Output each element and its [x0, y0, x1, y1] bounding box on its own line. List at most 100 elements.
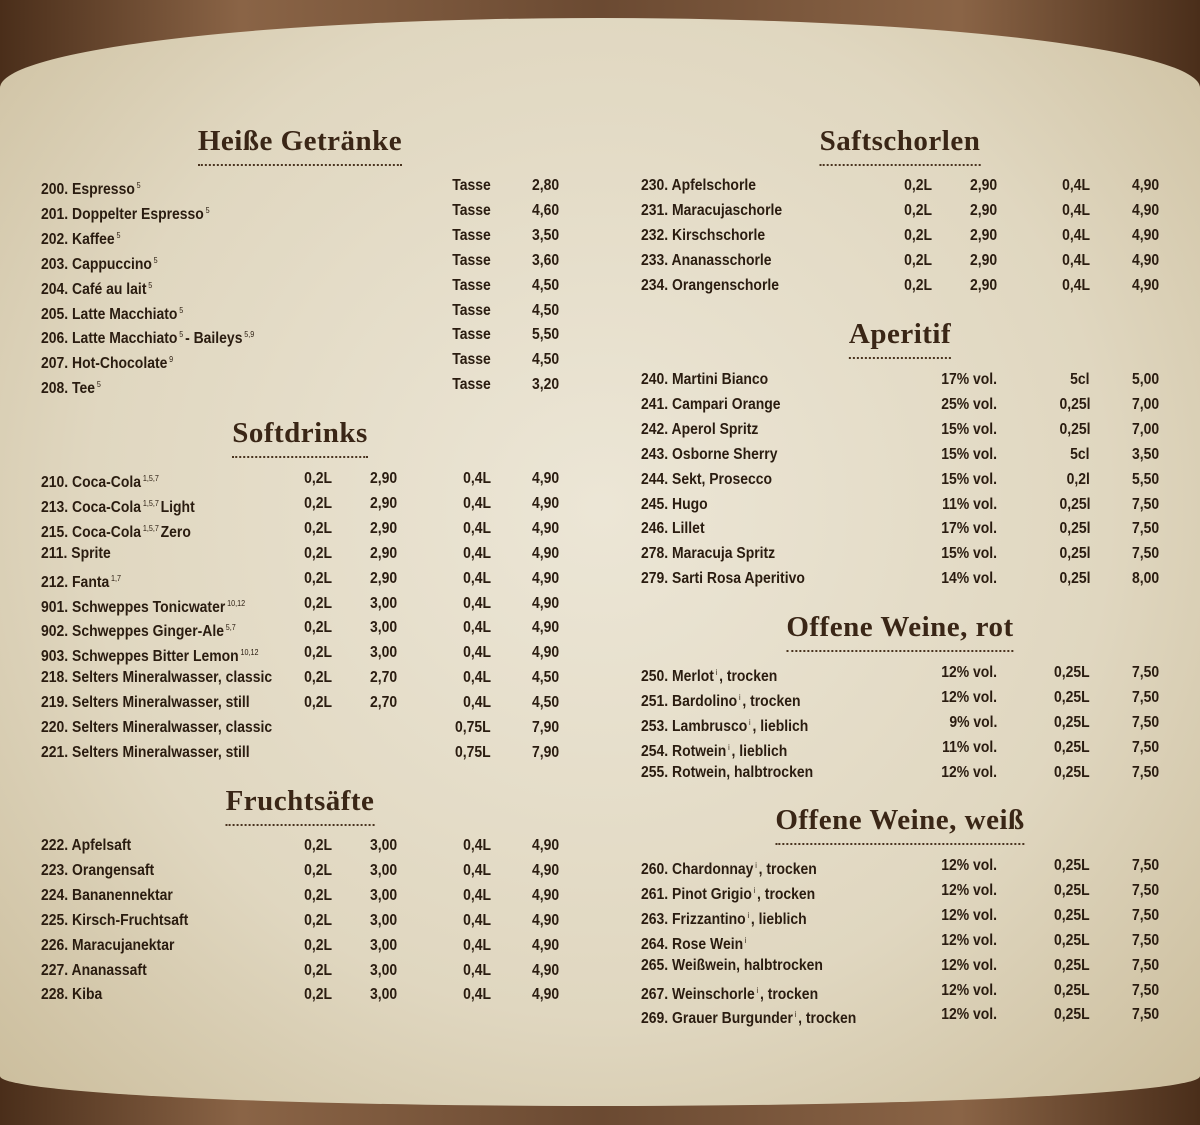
- item-name: Weinschorle: [672, 985, 755, 1003]
- item-detail: 4,90: [531, 470, 559, 487]
- item-detail: 8,00: [1131, 570, 1159, 588]
- item-name: Ananasschorle: [671, 251, 772, 269]
- menu-item: 267. Weinschorle i, trocken: [641, 982, 818, 1004]
- menu-item: 245. Hugo: [641, 496, 708, 514]
- item-name: Lambrusco: [672, 717, 748, 735]
- item-detail: 0,2L: [904, 251, 932, 269]
- item-detail: 7,00: [1131, 395, 1159, 413]
- item-detail: 7,90: [531, 719, 559, 736]
- item-number: 208.: [41, 380, 69, 398]
- item-number: 243.: [641, 445, 669, 463]
- menu-item: 250. Merlot i, trocken: [641, 664, 777, 686]
- item-detail: 17% vol.: [941, 520, 997, 538]
- item-detail: 11% vol.: [941, 495, 997, 513]
- item-name: , trocken: [742, 693, 801, 711]
- item-detail: 15% vol.: [941, 470, 997, 488]
- item-detail: 0,25l: [1058, 395, 1090, 413]
- item-detail: 12% vol.: [941, 763, 997, 781]
- menu-item: 232. Kirschschorle: [641, 227, 765, 245]
- menu-item: 244. Sekt, Prosecco: [641, 471, 772, 489]
- item-number: 234.: [641, 276, 669, 294]
- item-detail: 0,2L: [304, 861, 332, 879]
- item-number: 227.: [41, 961, 69, 979]
- item-detail: 0,2L: [304, 619, 332, 637]
- item-detail: 4,90: [531, 594, 559, 612]
- menu-item: 278. Maracuja Spritz: [641, 545, 775, 563]
- item-name: Café au lait: [72, 280, 147, 298]
- section-heading: Fruchtsäfte: [225, 785, 375, 826]
- item-name: Maracuja Spritz: [672, 545, 776, 563]
- item-detail: 4,90: [1131, 201, 1159, 219]
- item-detail: 12% vol.: [941, 881, 997, 899]
- item-detail: 4,90: [1131, 177, 1159, 194]
- item-detail: 4,50: [531, 351, 559, 369]
- menu-item: 226. Maracujanektar: [41, 937, 174, 955]
- item-name: Rotwein, halbtrocken: [672, 763, 814, 781]
- item-detail: 0,2L: [904, 276, 932, 294]
- item-detail: 0,2L: [304, 669, 332, 687]
- item-detail: 4,90: [1131, 226, 1159, 244]
- item-number: 254.: [641, 742, 669, 760]
- menu-item: 246. Lillet: [641, 520, 705, 538]
- allergen-note: 5: [153, 255, 158, 265]
- item-name: Schweppes Bitter Lemon: [72, 648, 239, 666]
- item-number: 245.: [641, 495, 669, 513]
- item-name: Latte Macchiato: [72, 305, 178, 323]
- item-name: Kiba: [72, 986, 103, 1004]
- item-detail: 0,25L: [1054, 956, 1090, 974]
- item-detail: 4,90: [531, 494, 559, 512]
- item-number: 219.: [41, 694, 69, 712]
- item-name: Merlot: [672, 668, 714, 686]
- item-detail: 25% vol.: [941, 395, 997, 413]
- item-detail: 12% vol.: [941, 931, 997, 949]
- item-detail: 4,50: [531, 301, 559, 319]
- item-detail: 0,25L: [1054, 688, 1090, 706]
- item-number: 223.: [41, 861, 69, 879]
- item-detail: 4,90: [531, 837, 559, 854]
- item-detail: 0,2L: [304, 569, 332, 587]
- item-detail: 7,50: [1131, 520, 1159, 538]
- item-detail: 7,50: [1131, 495, 1159, 513]
- item-name: Selters Mineralwasser, still: [72, 694, 250, 712]
- item-detail: 0,2L: [304, 911, 332, 929]
- item-number: 211.: [41, 544, 68, 562]
- section-heading: Offene Weine, weiß: [775, 804, 1025, 845]
- item-name: Schweppes Tonicwater: [72, 598, 226, 616]
- item-name: Weißwein, halbtrocken: [672, 956, 823, 974]
- item-name: Lillet: [672, 520, 705, 538]
- item-name: Kaffee: [72, 230, 115, 248]
- item-name: Cappuccino: [72, 255, 152, 273]
- item-name: Bananennektar: [72, 886, 173, 904]
- item-detail: 3,00: [369, 986, 397, 1004]
- item-detail: 2,90: [969, 177, 997, 194]
- allergen-note: i: [728, 742, 730, 752]
- item-number: 221.: [41, 743, 69, 761]
- item-detail: 0,25L: [1054, 664, 1090, 681]
- item-name: Chardonnay: [672, 861, 754, 879]
- item-name: Aperol Spritz: [671, 420, 759, 438]
- item-name: Latte Macchiato: [72, 330, 178, 348]
- menu-item: 241. Campari Orange: [641, 396, 781, 414]
- menu-item: 261. Pinot Grigio i, trocken: [641, 882, 815, 904]
- item-detail: 0,2l: [1066, 470, 1090, 488]
- item-name: Light: [160, 499, 195, 517]
- item-detail: 11% vol.: [941, 738, 997, 756]
- item-number: 231.: [641, 201, 669, 219]
- item-detail: 4,50: [531, 276, 559, 294]
- allergen-note: i: [753, 885, 756, 895]
- item-detail: 0,2L: [904, 226, 932, 244]
- item-detail: 0,25L: [1054, 981, 1090, 999]
- item-name: , trocken: [758, 861, 817, 879]
- item-detail: 2,90: [369, 470, 397, 487]
- item-detail: Tasse: [452, 201, 491, 219]
- item-detail: 0,4L: [463, 669, 491, 687]
- item-name: Kirsch-Fruchtsaft: [72, 911, 189, 929]
- item-detail: 9% vol.: [948, 713, 997, 731]
- item-detail: 7,50: [1131, 981, 1159, 999]
- item-name: Selters Mineralwasser, classic: [72, 719, 273, 736]
- item-detail: 0,25l: [1058, 520, 1090, 538]
- item-detail: 15% vol.: [941, 420, 997, 438]
- item-detail: 0,4L: [463, 494, 491, 512]
- item-detail: 0,2L: [904, 201, 932, 219]
- item-detail: 4,90: [531, 544, 559, 562]
